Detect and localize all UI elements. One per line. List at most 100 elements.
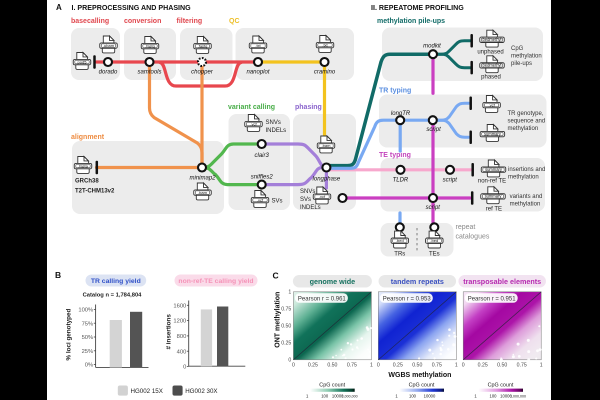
svg-text:INDELs: INDELs [266,128,287,134]
svg-text:400: 400 [177,349,187,355]
svg-text:B: B [55,270,61,280]
svg-text:0.50: 0.50 [497,362,507,368]
svg-text:minimap2: minimap2 [189,176,216,182]
svg-text:0.50: 0.50 [327,362,337,368]
svg-text:50%: 50% [82,335,94,341]
svg-text:catalogues: catalogues [456,234,490,241]
svg-text:I. PREPROCESSING AND PHASING: I. PREPROCESSING AND PHASING [72,4,192,12]
svg-text:ONT methylation: ONT methylation [274,292,281,348]
svg-text:TRs: TRs [394,251,405,257]
svg-text:100%: 100% [78,308,93,314]
svg-text:INDELs: INDELs [300,205,321,211]
svg-text:.vcf: .vcf [250,121,257,126]
svg-text:ref TE: ref TE [486,207,502,213]
svg-text:II. REPEATOME PROFILING: II. REPEATOME PROFILING [371,4,464,12]
svg-text:dorado: dorado [99,70,118,76]
svg-text:.bed: .bed [430,238,438,243]
svg-text:10000: 10000 [500,393,512,398]
svg-text:methylation: methylation [510,202,541,208]
svg-text:0.75: 0.75 [347,362,357,368]
svg-text:TR typing: TR typing [379,88,411,95]
svg-text:sniffles2: sniffles2 [251,175,274,181]
svg-text:0: 0 [377,362,380,368]
svg-text:bedmethyl: bedmethyl [483,37,502,42]
svg-text:pile-ups: pile-ups [511,61,532,67]
svg-text:T2T-CHM13v2: T2T-CHM13v2 [75,189,115,195]
svg-text:1: 1 [306,393,309,398]
svg-text:25%: 25% [82,349,94,355]
svg-text:.ubam: .ubam [103,43,115,48]
svg-text:insertions and: insertions and [508,167,545,173]
svg-text:.bed: .bed [396,238,404,243]
svg-text:0: 0 [462,362,465,368]
svg-text:methylation: methylation [508,175,539,181]
svg-text:1,000,000: 1,000,000 [510,394,526,398]
svg-text:0: 0 [292,362,295,368]
svg-text:genome wide: genome wide [310,277,356,286]
svg-text:1: 1 [395,393,398,398]
svg-text:SVs: SVs [300,197,311,203]
svg-text:transposable elements: transposable elements [463,277,541,286]
svg-text:.fastq: .fastq [145,43,155,48]
svg-text:phased: phased [481,75,501,81]
svg-text:1200: 1200 [173,319,186,325]
svg-text:.txt: .txt [322,42,328,47]
svg-text:script: script [426,127,441,133]
svg-text:CpG count: CpG count [488,382,514,388]
svg-text:0.50: 0.50 [281,324,291,330]
svg-text:nanoplot: nanoplot [246,70,269,76]
svg-text:methylation pile-ups: methylation pile-ups [377,18,445,25]
svg-text:bedmethyl: bedmethyl [483,63,502,68]
svg-text:1: 1 [540,362,543,368]
svg-text:% loci genotyped: % loci genotyped [65,309,72,361]
svg-text:tandem repeats: tandem repeats [391,277,444,286]
svg-text:TR genotype,: TR genotype, [508,111,544,117]
svg-text:TR calling yield: TR calling yield [91,278,141,285]
svg-text:1600: 1600 [173,303,186,309]
svg-text:.txt: .txt [255,43,261,48]
svg-text:pod5: pod5 [78,59,88,64]
svg-text:.vcf: .vcf [488,102,495,107]
svg-text:sequence and: sequence and [508,119,546,125]
svg-text:.fasta: .fasta [78,163,89,168]
svg-text:SNVs: SNVs [300,189,315,195]
svg-text:cramino: cramino [314,70,336,76]
svg-text:CpG count: CpG count [319,382,345,388]
svg-text:TLDR: TLDR [393,178,409,184]
svg-text:phasing: phasing [295,104,322,111]
svg-text:SVs: SVs [272,199,283,205]
svg-text:10000: 10000 [424,393,436,398]
svg-text:TE typing: TE typing [379,152,411,159]
svg-text:100: 100 [321,393,329,398]
svg-text:0%: 0% [85,363,93,369]
svg-text:longphase: longphase [313,177,341,183]
svg-text:0: 0 [183,365,186,371]
svg-text:alignment: alignment [71,134,105,141]
svg-text:800: 800 [177,334,187,340]
svg-text:script: script [426,205,441,211]
svg-text:A: A [56,3,62,12]
svg-text:0.75: 0.75 [432,362,442,368]
svg-text:methylation: methylation [508,126,539,132]
svg-text:0.25: 0.25 [308,362,318,368]
svg-text:0.25: 0.25 [478,362,488,368]
svg-text:methylation: methylation [511,54,542,60]
svg-text:clair3: clair3 [255,153,270,159]
svg-text:1,000,000: 1,000,000 [342,394,358,398]
svg-text:1: 1 [474,393,477,398]
svg-text:0.75: 0.75 [281,307,291,313]
svg-text:non-ref-TE calling yield: non-ref-TE calling yield [178,278,253,285]
svg-text:modkit: modkit [423,43,441,49]
svg-text:Catalog n = 1,784,804: Catalog n = 1,784,804 [83,293,143,299]
svg-text:SNVs: SNVs [266,120,281,126]
svg-text:0.50: 0.50 [412,362,422,368]
svg-text:script: script [443,178,458,184]
svg-text:# insertions: # insertions [166,314,173,350]
svg-text:samtools: samtools [137,70,161,76]
svg-text:0: 0 [288,358,291,364]
svg-text:summary: summary [484,131,502,136]
svg-text:75%: 75% [82,321,94,327]
svg-text:summary: summary [485,194,503,199]
svg-text:conversion: conversion [124,18,161,25]
svg-text:.vcf: .vcf [319,194,326,199]
